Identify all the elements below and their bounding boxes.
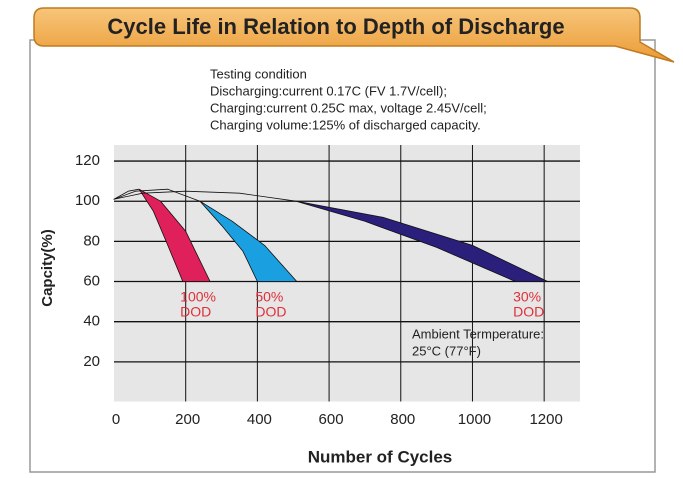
annotation: Charging volume:125% of discharged capac… xyxy=(210,117,481,132)
y-tick-label: 60 xyxy=(83,273,100,290)
annotation: Charging:current 0.25C max, voltage 2.45… xyxy=(210,100,487,115)
dod-label: 100% xyxy=(180,289,216,305)
ambient-note: Ambient Termperature: xyxy=(412,326,544,341)
chart-title: Cycle Life in Relation to Depth of Disch… xyxy=(107,14,564,39)
dod-label: DOD xyxy=(255,304,286,320)
ambient-note: 25°C (77°F) xyxy=(412,343,481,358)
x-axis-label: Number of Cycles xyxy=(308,447,453,466)
y-tick-label: 40 xyxy=(83,313,100,330)
dod-band xyxy=(113,190,549,282)
dod-label: 50% xyxy=(255,289,283,305)
x-tick-label: 0 xyxy=(112,411,120,428)
annotation: Testing condition xyxy=(210,66,307,81)
header-banner xyxy=(33,7,675,63)
x-tick-label: 800 xyxy=(390,411,415,428)
y-tick-label: 100 xyxy=(75,192,100,209)
y-axis-label: Capcity(%) xyxy=(39,229,56,307)
annotation: Discharging:current 0.17C (FV 1.7V/cell)… xyxy=(210,83,447,98)
x-tick-label: 400 xyxy=(247,411,272,428)
dod-band xyxy=(113,188,298,282)
dod-label: 30% xyxy=(513,289,541,305)
x-tick-label: 1200 xyxy=(529,411,562,428)
dod-label: DOD xyxy=(180,304,211,320)
dod-label: DOD xyxy=(513,304,544,320)
x-tick-label: 600 xyxy=(319,411,344,428)
x-tick-label: 1000 xyxy=(458,411,491,428)
x-tick-label: 200 xyxy=(175,411,200,428)
y-tick-label: 120 xyxy=(75,152,100,169)
dod-band xyxy=(113,188,211,282)
y-tick-label: 20 xyxy=(83,353,100,370)
y-tick-label: 80 xyxy=(83,232,100,249)
